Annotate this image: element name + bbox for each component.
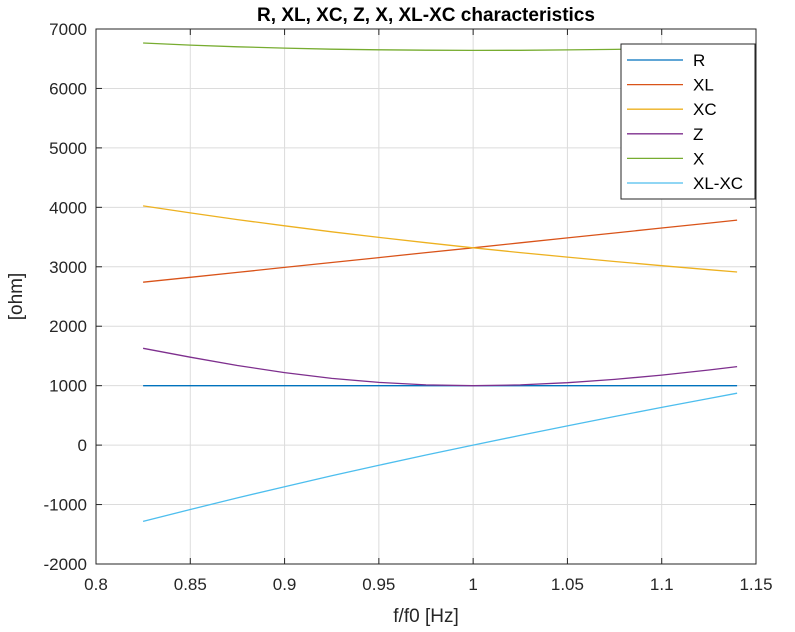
y-tick-label: -2000 (44, 555, 87, 574)
y-tick-label: 2000 (49, 317, 87, 336)
legend-item: XC (627, 100, 717, 119)
y-axis-label: [ohm] (6, 273, 27, 321)
legend-label: R (693, 51, 705, 70)
y-tick-label: 4000 (49, 198, 87, 217)
legend-label: Z (693, 125, 703, 144)
x-tick-label: 1.05 (551, 575, 584, 594)
x-tick-label: 0.9 (273, 575, 297, 594)
x-axis: 0.8 0.85 0.9 0.95 1 1.05 1.1 1.15 (84, 29, 773, 594)
legend: R XL XC ZX XL-XC (620, 43, 756, 200)
y-tick-label: 6000 (49, 79, 87, 98)
x-tick-label: 1.1 (650, 575, 674, 594)
y-tick-label: 0 (78, 436, 87, 455)
legend-label: XC (693, 100, 717, 119)
legend-box (620, 43, 756, 200)
y-tick-label: -1000 (44, 496, 87, 515)
y-axis: -2000 -1000 0 1000 2000 3000 4000 5000 6000 7000 (44, 20, 756, 574)
legend-label: X (693, 149, 704, 168)
x-tick-label: 0.95 (362, 575, 395, 594)
chart-title: R, XL, XC, Z, X, XL-XC characteristics (257, 5, 595, 26)
series-line-z (142, 347, 738, 387)
x-axis-label: f/f0 [Hz] (393, 606, 458, 627)
legend-item: R (627, 51, 705, 70)
legend-label: XL (693, 76, 714, 95)
legend-item: XL (627, 76, 714, 95)
plot-frame (95, 28, 757, 565)
legend-label: XL-XC (693, 174, 743, 193)
series-line-xc (143, 205, 738, 273)
series-line-xl (143, 219, 738, 283)
y-tick-label: 1000 (49, 377, 87, 396)
y-tick-label: 3000 (49, 258, 87, 277)
legend-item: X (627, 149, 704, 168)
y-tick-label: 7000 (49, 20, 87, 39)
x-tick-label: 0.85 (174, 575, 207, 594)
y-tick-label: 5000 (49, 139, 87, 158)
x-tick-label: 1 (468, 575, 477, 594)
x-tick-label: 1.15 (739, 575, 772, 594)
legend-item: Z (627, 125, 703, 144)
x-tick-label: 0.8 (84, 575, 108, 594)
series-line-xl-xc (142, 392, 738, 523)
legend-item: XL-XC (627, 174, 743, 193)
